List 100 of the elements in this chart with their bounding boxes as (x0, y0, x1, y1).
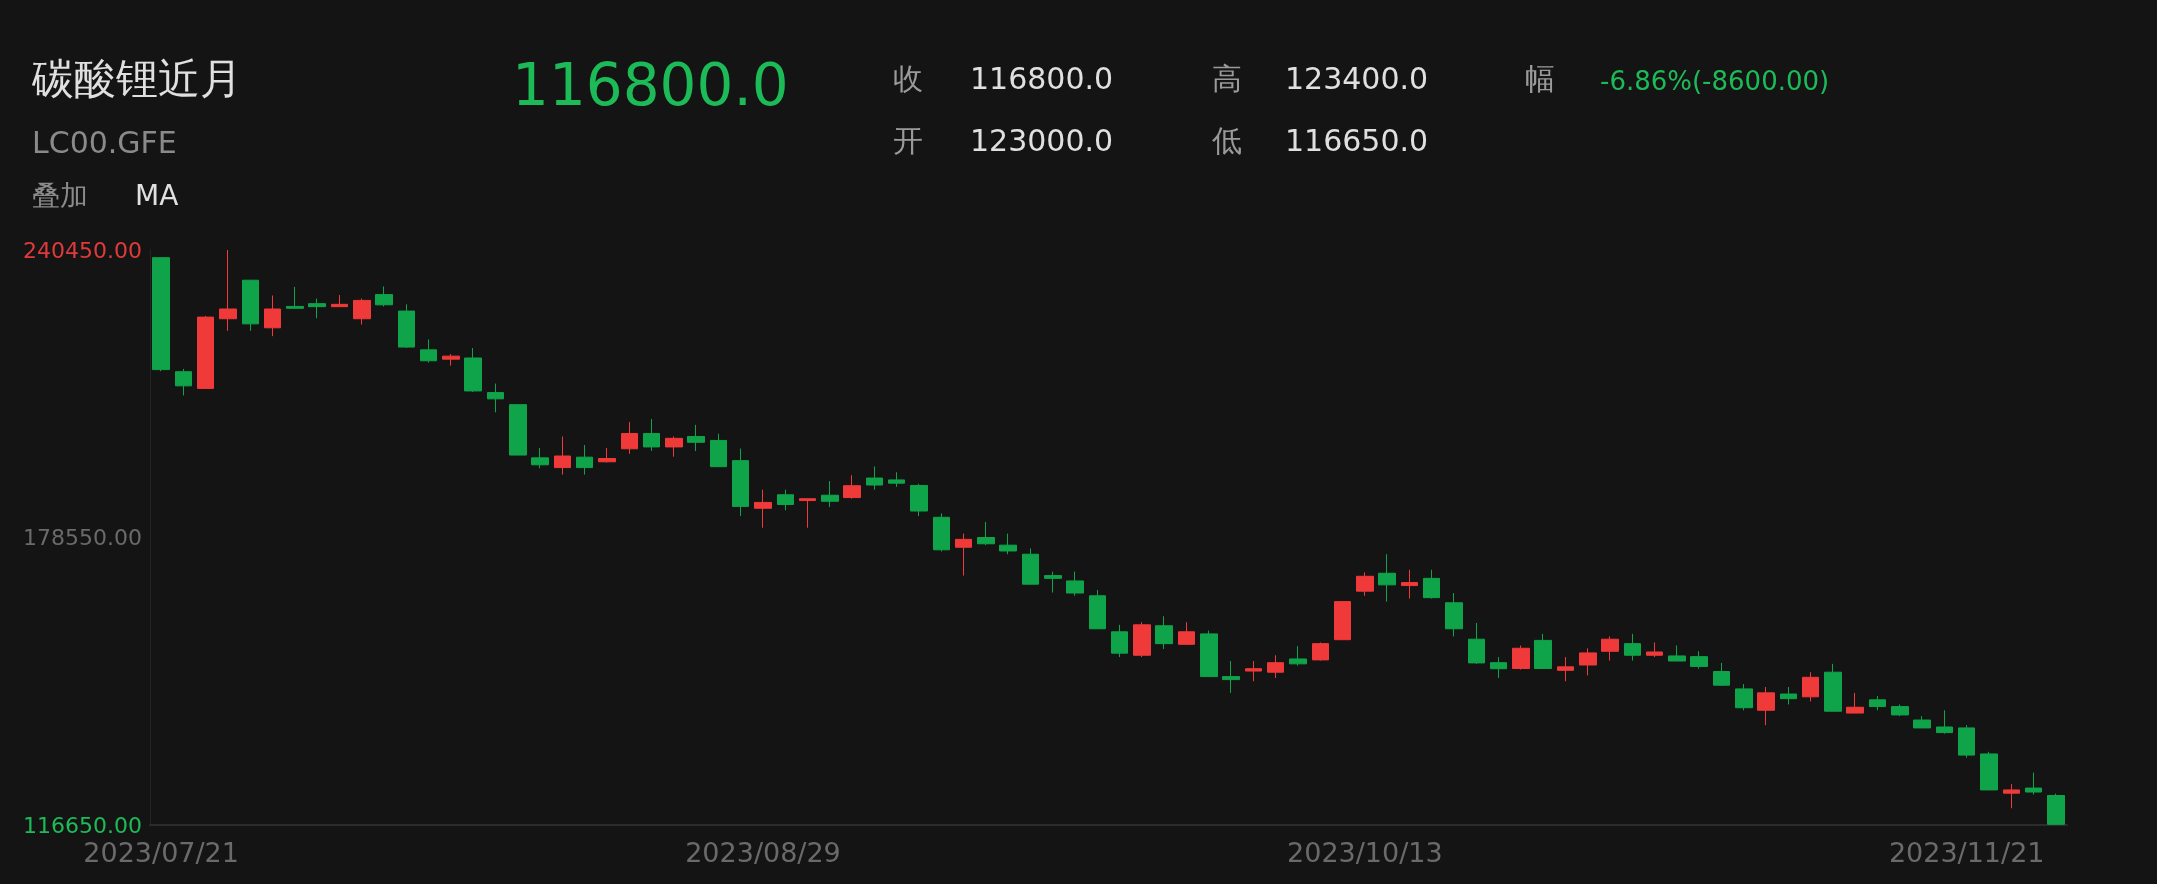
candlestick (1423, 569, 1440, 600)
y-tick-label: 240450.00 (23, 237, 142, 263)
candlestick (665, 435, 683, 458)
candlestick (1133, 621, 1151, 658)
candlestick (398, 303, 415, 349)
candlestick (977, 521, 995, 546)
text: 叠加 (32, 179, 88, 212)
candlestick (1178, 621, 1195, 645)
candlestick (1913, 715, 1931, 729)
candlestick (1601, 635, 1619, 662)
text: 116800.0 (970, 61, 1114, 96)
candlestick (1401, 569, 1418, 600)
text: MA (135, 179, 179, 212)
candlestick (531, 447, 549, 469)
candlestick (1757, 686, 1775, 726)
chart-title: 碳酸锂近月 (32, 54, 242, 103)
candlestick (1200, 630, 1218, 678)
text: 开 (893, 123, 923, 158)
text: 123400.0 (1285, 61, 1429, 96)
candlestick (955, 533, 972, 577)
candlestick (1378, 553, 1396, 603)
candlestick (621, 421, 638, 455)
candlestick (1534, 633, 1552, 669)
candlestick (1334, 601, 1351, 641)
text: 收 (893, 61, 923, 96)
candlestick (1824, 663, 1842, 712)
candlestick (1445, 592, 1463, 637)
candlestick (331, 294, 348, 308)
candlestick (1222, 660, 1240, 694)
candlestick (2047, 793, 2065, 826)
candlestick (353, 298, 371, 326)
candlestick (777, 489, 794, 511)
candlestick (308, 298, 326, 319)
candlestick (1646, 641, 1663, 658)
candlestick (732, 448, 749, 517)
candlestick (1490, 656, 1507, 679)
candlestick (1624, 633, 1641, 662)
candlestick (1936, 709, 1953, 735)
candlestick (799, 498, 816, 529)
candlestick (1891, 703, 1909, 717)
text: 高 (1212, 61, 1242, 96)
candlestick (754, 489, 772, 529)
candlestick (1111, 624, 1128, 658)
candlestick (286, 286, 304, 309)
text: -6.86%(-8600.00) (1600, 66, 1830, 96)
candlestick (1713, 662, 1730, 687)
candlestick (999, 533, 1017, 555)
candlestick (464, 347, 482, 393)
candlestick (554, 435, 571, 476)
text: 116650.0 (1285, 123, 1429, 158)
text: 低 (1212, 123, 1242, 158)
candlestick (442, 353, 460, 367)
candlestick (264, 295, 281, 337)
candlestick (1089, 589, 1106, 630)
chart-subtitle: LC00.GFE (32, 125, 177, 160)
candlestick (509, 404, 527, 456)
candlestick (643, 418, 660, 452)
candlestick (1557, 656, 1574, 682)
candlestick (2003, 783, 2020, 809)
candlestick (1044, 571, 1062, 594)
x-tick-label: 2023/10/13 (1287, 837, 1443, 868)
candlestick (710, 433, 727, 468)
candlestick (1780, 686, 1797, 705)
candlestick (375, 285, 393, 307)
candlestick (1579, 647, 1597, 676)
candlestick (1022, 547, 1039, 585)
candlestick (420, 338, 437, 364)
candlestick (1356, 571, 1374, 597)
candlestick (197, 315, 214, 389)
y-tick-label: 116650.00 (23, 812, 142, 838)
candlestick (175, 368, 192, 396)
candlestick (242, 279, 259, 332)
candlestick (1312, 641, 1329, 662)
candlestick (219, 249, 237, 332)
x-tick-label: 2023/11/21 (1888, 837, 2045, 868)
candlestick (1958, 724, 1975, 759)
text: 116800.0 (512, 51, 789, 119)
candlestick (1690, 650, 1708, 670)
candlestick (888, 471, 905, 488)
candlestick (1289, 645, 1307, 667)
candlestick (1980, 751, 1998, 791)
candlestick (1846, 692, 1864, 714)
candlestick (1267, 654, 1284, 679)
candlestick (1802, 671, 1819, 702)
candlestick (1668, 644, 1686, 662)
candlestick (1245, 660, 1262, 682)
candlestick (1869, 695, 1886, 711)
candlestick (1512, 644, 1530, 671)
candlestick (866, 465, 883, 491)
x-tick-label: 2023/08/29 (685, 837, 841, 868)
text: 123000.0 (970, 123, 1114, 158)
candlestick (598, 447, 616, 463)
candlestick (1155, 615, 1173, 650)
candlestick (1468, 622, 1485, 665)
candlestick (1735, 683, 1753, 711)
candlestick (687, 424, 705, 452)
candlestick (910, 483, 928, 517)
candlestick (487, 383, 504, 413)
candlestick (843, 474, 861, 500)
candlestick (152, 257, 170, 372)
